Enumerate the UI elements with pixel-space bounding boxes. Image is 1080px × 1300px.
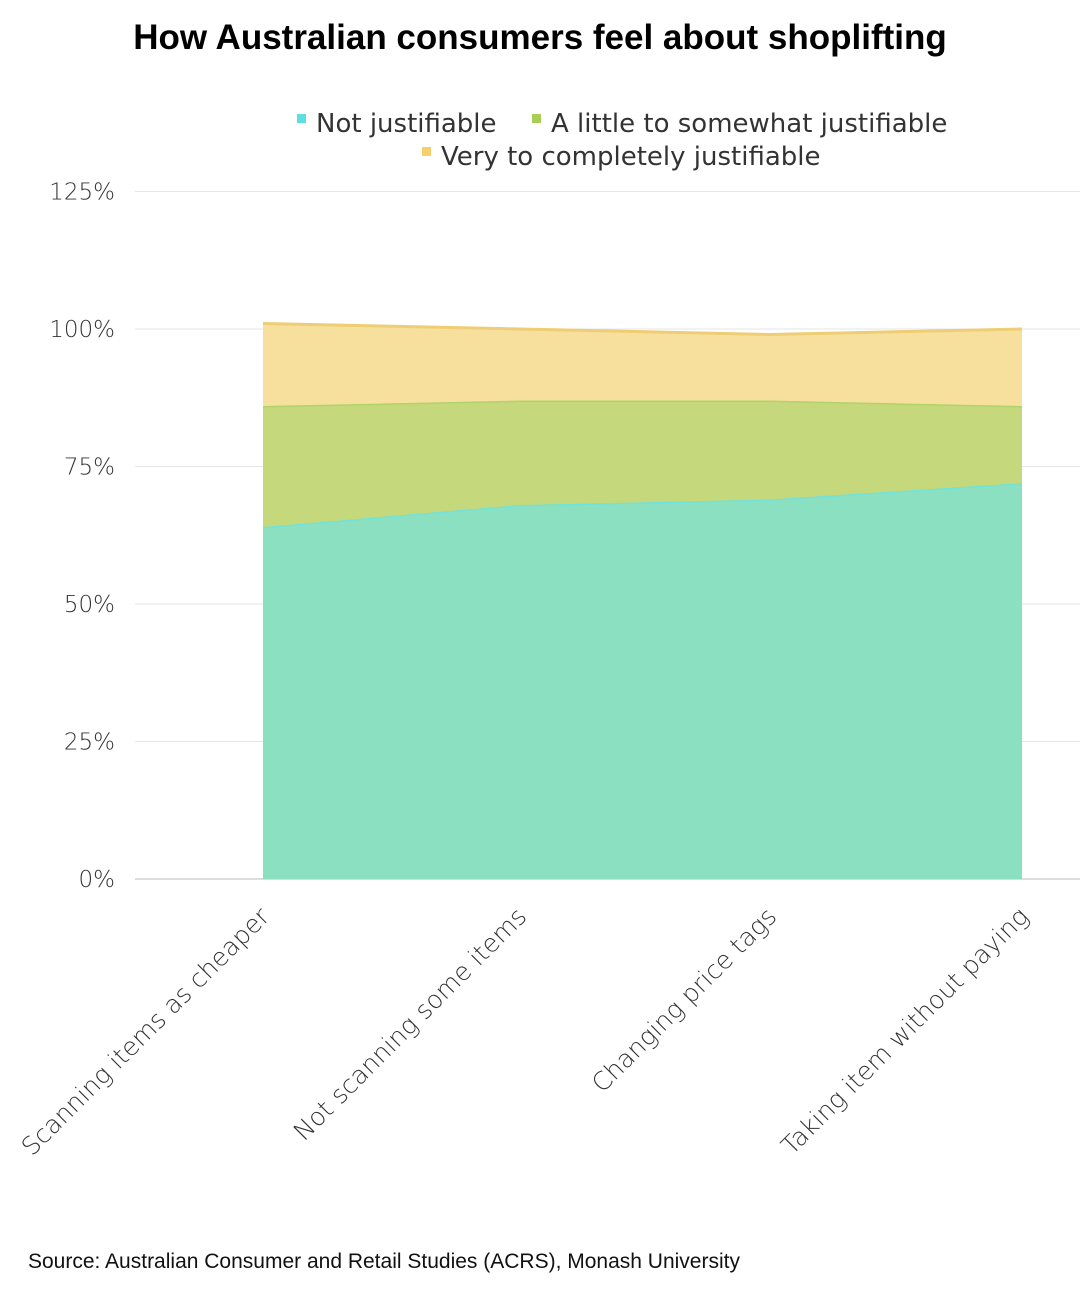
area-0 [263, 483, 1022, 879]
x-tick-label: Changing price tags [586, 902, 782, 1098]
area-2 [263, 323, 1022, 406]
y-tick-label: 75% [64, 455, 115, 481]
legend-label: A little to somewhat justifiable [551, 109, 947, 139]
y-tick-label: 50% [64, 592, 115, 618]
x-tick-label: Scanning items as cheaper [16, 901, 276, 1161]
chart-title: How Australian consumers feel about shop… [133, 18, 947, 57]
area-1 [263, 400, 1022, 527]
legend-swatch-0 [297, 114, 306, 123]
x-tick-label: Taking item without paying [776, 902, 1035, 1161]
y-tick-label: 0% [79, 867, 116, 893]
area-line-2 [262, 322, 1023, 337]
legend-swatch-2 [422, 147, 431, 156]
legend-label: Not justifiable [316, 109, 497, 139]
legend-label: Very to completely justifiable [441, 142, 821, 172]
y-tick-label: 125% [49, 180, 115, 206]
source-note: Source: Australian Consumer and Retail S… [28, 1250, 740, 1273]
legend-swatch-1 [532, 114, 541, 123]
y-tick-label: 100% [49, 317, 115, 343]
y-tick-label: 25% [64, 730, 115, 756]
x-tick-label: Not scanning some items [288, 902, 533, 1147]
